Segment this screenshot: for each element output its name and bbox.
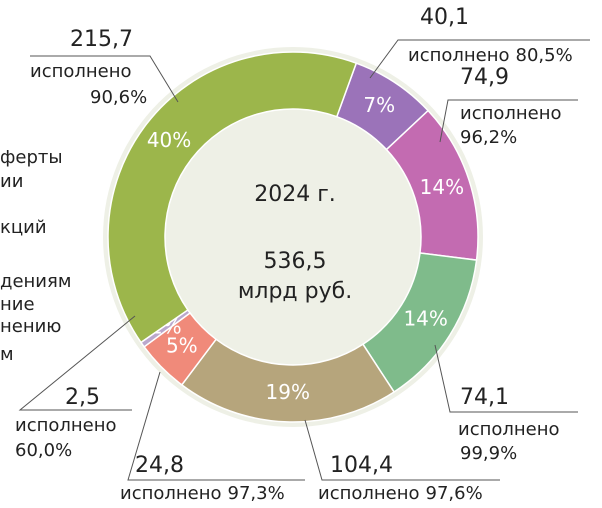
legend-fragment: м	[0, 344, 14, 365]
executed-value: 97,6%	[426, 483, 483, 504]
share-label: 5%	[166, 334, 198, 358]
legend-fragment: дениям	[0, 271, 71, 292]
value-label: 74,1	[460, 385, 509, 410]
value-label: 2,5	[65, 385, 100, 410]
share-label: 14%	[420, 175, 464, 199]
leader-line	[304, 419, 500, 481]
leader-line	[434, 344, 578, 413]
center-unit: млрд руб.	[238, 279, 352, 304]
executed-value: 60,0%	[15, 440, 72, 461]
share-label: 19%	[266, 380, 310, 404]
executed-value: 80,5%	[516, 45, 573, 66]
value-label: 24,8	[135, 453, 184, 478]
value-label: 74,9	[460, 65, 509, 90]
executed-word: исполнено	[408, 45, 510, 66]
leader-line	[30, 55, 179, 103]
value-label: 215,7	[70, 27, 133, 52]
executed-word: исполнено	[458, 419, 560, 440]
executed-value: 97,3%	[228, 483, 285, 504]
executed-value: 90,6%	[90, 87, 147, 108]
share-label: 7%	[363, 93, 395, 117]
legend-fragment: ние	[0, 294, 35, 315]
executed-value: 96,2%	[460, 127, 517, 148]
legend-fragment: кций	[0, 217, 47, 238]
executed-word: исполнено	[318, 483, 420, 504]
center-year: 2024 г.	[254, 182, 336, 207]
executed-word: исполнено	[120, 483, 222, 504]
donut-segment	[107, 51, 358, 344]
share-label: 14%	[403, 306, 447, 330]
value-label: 104,4	[330, 453, 393, 478]
leader-line	[439, 99, 578, 143]
legend-fragment: ии	[0, 171, 23, 192]
leader-line	[18, 315, 136, 411]
executed-value: 99,9%	[460, 443, 517, 464]
executed-word: исполнено	[460, 103, 562, 124]
legend-fragment: ферты	[0, 147, 63, 168]
executed-word: исполнено	[15, 415, 117, 436]
executed-word: исполнено	[30, 61, 132, 82]
center-total: 536,5	[264, 249, 327, 274]
legend-fragment: нению	[0, 316, 61, 337]
leader-line	[369, 39, 590, 79]
leader-line	[127, 371, 305, 481]
share-label: 40%	[147, 128, 191, 152]
value-label: 40,1	[420, 5, 469, 30]
